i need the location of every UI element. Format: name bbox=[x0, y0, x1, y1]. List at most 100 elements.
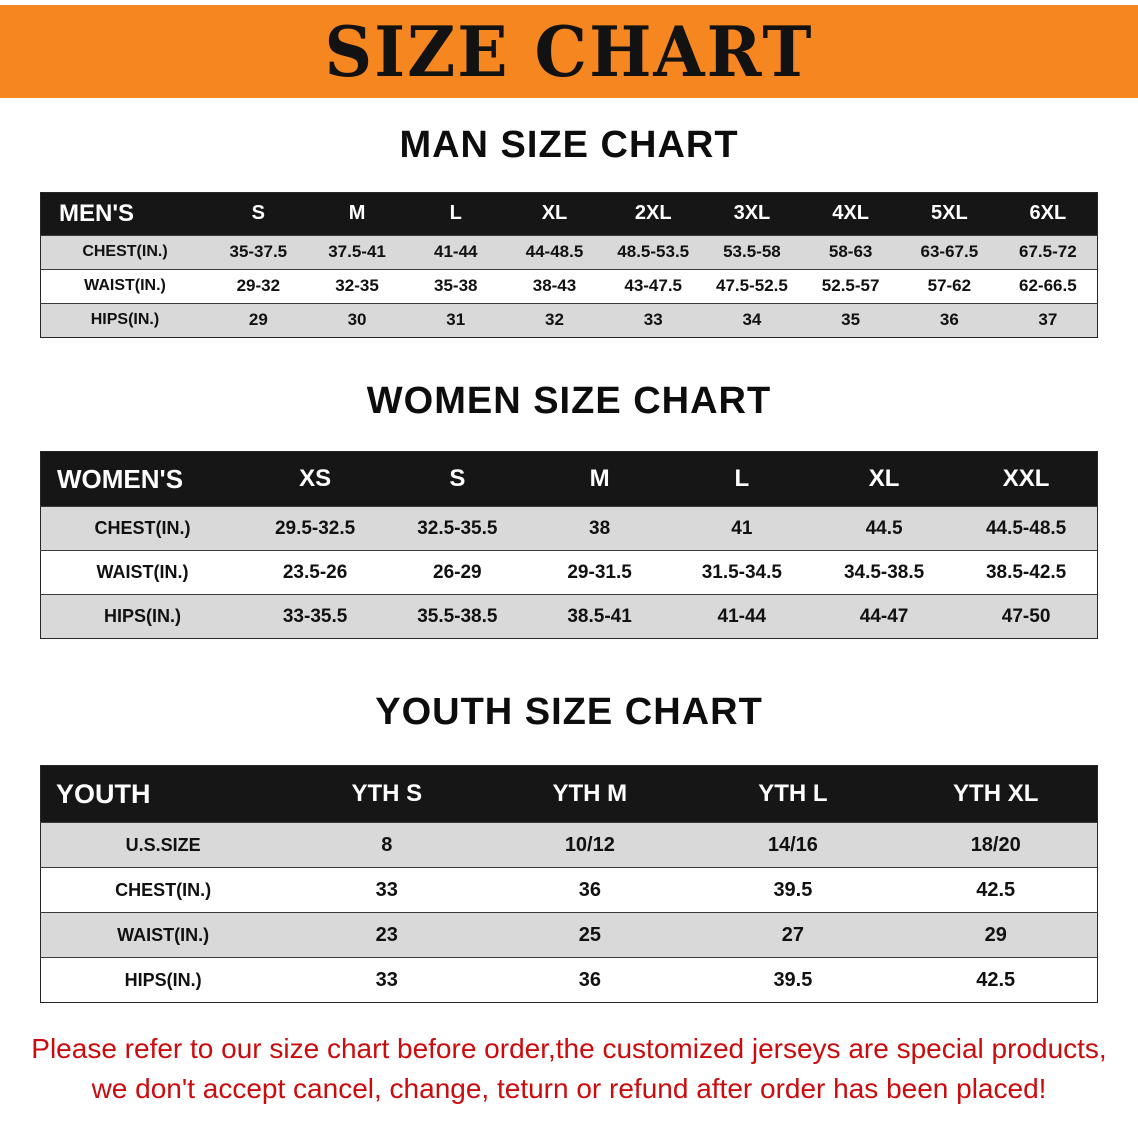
measurement-value-cell: 37 bbox=[1038, 310, 1058, 330]
size-column-header: M bbox=[528, 451, 671, 507]
measurement-label-cell: WAIST(IN.) bbox=[84, 277, 166, 295]
size-column-header: 2XL bbox=[603, 192, 703, 236]
table-header-row: WOMEN'S XS S M L XL XXL bbox=[40, 451, 1098, 507]
measurement-value-cell: 44.5-48.5 bbox=[985, 517, 1067, 539]
women-section: WOMEN SIZE CHART WOMEN'S XS S M L XL XXL CHEST(… bbox=[0, 380, 1138, 640]
disclaimer: Please refer to our size chart before or… bbox=[0, 1029, 1138, 1109]
measurement-value-cell: 29 bbox=[248, 310, 268, 330]
measurement-value-cell: 43-47.5 bbox=[624, 276, 683, 296]
size-column-header: XL bbox=[505, 192, 604, 236]
measurement-value-cell: 10/12 bbox=[564, 833, 615, 856]
measurement-value-cell: 39.5 bbox=[773, 878, 813, 901]
measurement-value-cell: 67.5-72 bbox=[1019, 242, 1077, 262]
size-column-header: 3XL bbox=[702, 192, 802, 236]
measurement-value-cell: 14/16 bbox=[767, 833, 818, 856]
table-row: WAIST(IN.) 23.5-26 26-29 29-31.5 31.5-34.5 34… bbox=[40, 550, 1098, 595]
table-title-cell: MEN'S bbox=[40, 192, 209, 236]
measurement-value-cell: 23.5-26 bbox=[282, 561, 348, 583]
measurement-label-cell: CHEST(IN.) bbox=[82, 243, 168, 261]
measurement-value-cell: 35-38 bbox=[434, 276, 478, 296]
measurement-value-cell: 63-67.5 bbox=[920, 242, 979, 262]
table-row: CHEST(IN.) 29.5-32.5 32.5-35.5 38 41 44.5 44.5… bbox=[40, 506, 1098, 551]
disclaimer-line-1: Please refer to our size chart before or… bbox=[31, 1033, 1107, 1065]
measurement-value-cell: 44.5 bbox=[865, 517, 903, 539]
measurement-value-cell: 48.5-53.5 bbox=[617, 242, 690, 262]
measurement-value-cell: 35.5-38.5 bbox=[417, 605, 498, 627]
measurement-value-cell: 62-66.5 bbox=[1019, 276, 1077, 296]
disclaimer-line-2: we don't accept cancel, change, teturn o… bbox=[91, 1073, 1047, 1105]
table-row: CHEST(IN.) 33 36 39.5 42.5 bbox=[40, 867, 1098, 913]
table-title-cell: WOMEN'S bbox=[40, 451, 244, 507]
measurement-label-cell: U.S.SIZE bbox=[125, 834, 201, 855]
measurement-value-cell: 33 bbox=[375, 878, 398, 901]
men-size-chart-heading: MAN SIZE CHART bbox=[399, 124, 739, 166]
measurement-value-cell: 8 bbox=[381, 833, 393, 856]
measurement-value-cell: 42.5 bbox=[976, 878, 1016, 901]
measurement-value-cell: 34 bbox=[742, 310, 762, 330]
table-row: CHEST(IN.) 35-37.5 37.5-41 41-44 44-48.5 48.5… bbox=[40, 235, 1098, 270]
measurement-value-cell: 58-63 bbox=[828, 242, 873, 262]
measurement-value-cell: 41-44 bbox=[434, 242, 478, 262]
women-size-chart-heading: WOMEN SIZE CHART bbox=[366, 379, 772, 422]
measurement-label-cell: WAIST(IN.) bbox=[96, 562, 189, 583]
men-size-table: MEN'S S M L XL 2XL 3XL 4XL 5XL 6XL CHEST(IN.) 35-37… bbox=[40, 191, 1098, 338]
measurement-value-cell: 53.5-58 bbox=[723, 242, 781, 262]
size-column-header: M bbox=[307, 192, 407, 236]
measurement-value-cell: 41 bbox=[731, 517, 753, 539]
measurement-value-cell: 33-35.5 bbox=[282, 605, 348, 627]
table-row: HIPS(IN.) 33 36 39.5 42.5 bbox=[40, 957, 1098, 1003]
measurement-value-cell: 44-48.5 bbox=[525, 242, 584, 262]
measurement-value-cell: 26-29 bbox=[433, 561, 482, 583]
table-row: U.S.SIZE 8 10/12 14/16 18/20 bbox=[40, 822, 1098, 868]
measurement-label-cell: CHEST(IN.) bbox=[94, 518, 191, 539]
size-column-header: S bbox=[208, 192, 308, 236]
measurement-value-cell: 27 bbox=[781, 923, 805, 946]
measurement-value-cell: 32 bbox=[545, 310, 564, 330]
size-column-header: S bbox=[386, 451, 529, 507]
measurement-value-cell: 36 bbox=[578, 968, 601, 991]
youth-section: YOUTH SIZE CHART YOUTH YTH S YTH M YTH L YTH… bbox=[0, 691, 1138, 1004]
measurement-value-cell: 37.5-41 bbox=[328, 242, 386, 262]
measurement-value-cell: 25 bbox=[578, 923, 601, 946]
measurement-value-cell: 42.5 bbox=[976, 968, 1016, 991]
page-title: SIZE CHART bbox=[324, 10, 814, 93]
measurement-value-cell: 47.5-52.5 bbox=[716, 276, 788, 296]
table-row: HIPS(IN.) 29 30 31 32 33 34 35 36 37 bbox=[40, 303, 1098, 338]
table-title-cell: YOUTH bbox=[40, 765, 286, 823]
measurement-value-cell: 36 bbox=[939, 310, 959, 330]
measurement-value-cell: 32.5-35.5 bbox=[417, 517, 498, 539]
measurement-value-cell: 36 bbox=[578, 878, 601, 901]
table-header-row: YOUTH YTH S YTH M YTH L YTH XL bbox=[40, 765, 1098, 823]
measurement-value-cell: 29-32 bbox=[236, 276, 281, 296]
table-row: WAIST(IN.) 29-32 32-35 35-38 38-43 43-47.5 47.… bbox=[40, 269, 1098, 304]
table-row: WAIST(IN.) 23 25 27 29 bbox=[40, 912, 1098, 958]
size-column-header: 5XL bbox=[900, 192, 999, 236]
measurement-value-cell: 38 bbox=[589, 517, 611, 539]
measurement-value-cell: 29 bbox=[984, 923, 1007, 946]
measurement-value-cell: 31.5-34.5 bbox=[701, 561, 782, 583]
measurement-value-cell: 35 bbox=[841, 310, 861, 330]
youth-size-table: YOUTH YTH S YTH M YTH L YTH XL U.S.SIZE 8 10/12… bbox=[40, 765, 1098, 1004]
measurement-value-cell: 23 bbox=[375, 923, 398, 946]
measurement-value-cell: 47-50 bbox=[1001, 605, 1051, 627]
measurement-value-cell: 29.5-32.5 bbox=[274, 517, 356, 539]
measurement-label-cell: HIPS(IN.) bbox=[90, 311, 160, 329]
measurement-value-cell: 18/20 bbox=[970, 833, 1021, 856]
measurement-value-cell: 29-31.5 bbox=[567, 561, 632, 583]
women-size-table: WOMEN'S XS S M L XL XXL CHEST(IN.) 29.5-32.5 32.5… bbox=[40, 451, 1098, 640]
measurement-label-cell: HIPS(IN.) bbox=[103, 606, 181, 627]
size-column-header: 4XL bbox=[801, 192, 900, 236]
measurement-label-cell: HIPS(IN.) bbox=[124, 969, 202, 990]
measurement-value-cell: 38.5-41 bbox=[567, 605, 632, 627]
size-column-header: 6XL bbox=[998, 192, 1098, 236]
measurement-label-cell: WAIST(IN.) bbox=[117, 924, 210, 945]
measurement-value-cell: 57-62 bbox=[927, 276, 972, 296]
measurement-value-cell: 44-47 bbox=[859, 605, 909, 627]
size-column-header: XXL bbox=[955, 451, 1098, 507]
measurement-value-cell: 38-43 bbox=[532, 276, 577, 296]
size-column-header: L bbox=[406, 192, 506, 236]
size-column-header: YTH L bbox=[691, 765, 895, 823]
table-header-row: MEN'S S M L XL 2XL 3XL 4XL 5XL 6XL bbox=[40, 192, 1098, 236]
measurement-value-cell: 52.5-57 bbox=[821, 276, 880, 296]
